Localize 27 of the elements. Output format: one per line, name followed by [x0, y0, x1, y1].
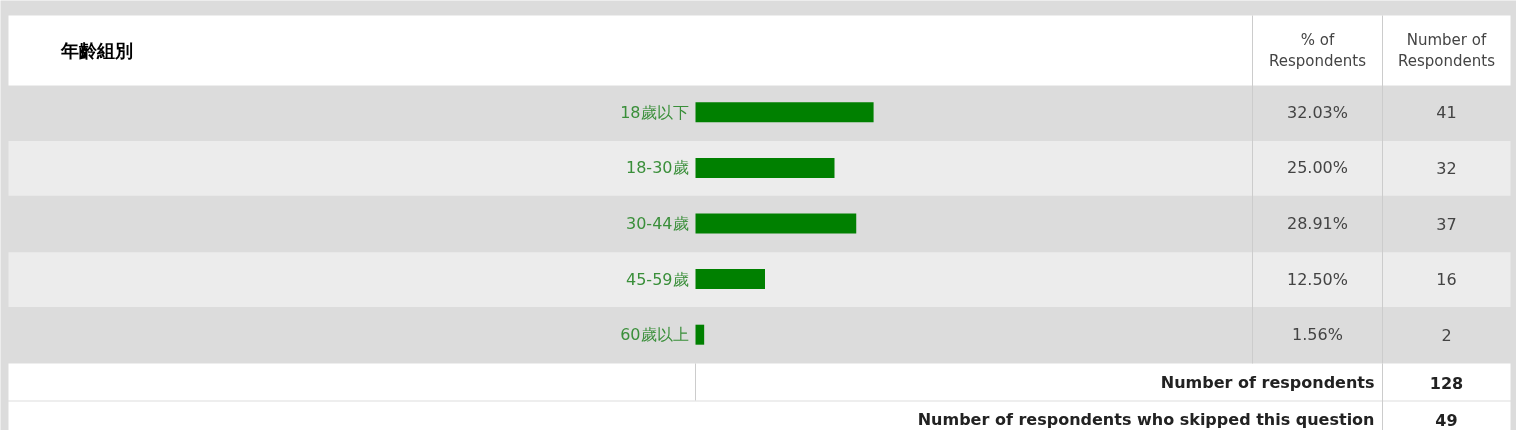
text: Number of Respondents [1398, 31, 1496, 70]
bar [695, 324, 705, 345]
text: 49 [1435, 410, 1458, 430]
y-tick-label: 30-44歲 [626, 214, 689, 233]
data-label: 1.56% [1292, 325, 1343, 345]
text: 2 [1441, 325, 1452, 345]
y-tick-label: 45-59歲 [626, 269, 689, 289]
text: 128 [1429, 373, 1464, 393]
text: % of Respondents [1269, 31, 1367, 70]
text: 37 [1436, 214, 1457, 234]
text: Number of respondents who skipped this question [917, 410, 1375, 429]
y-tick-label: 60歲以上 [620, 325, 689, 345]
data-label: 28.91% [1287, 214, 1349, 233]
data-label: 25.00% [1287, 158, 1349, 178]
text: 32 [1436, 158, 1457, 178]
text: 年齡組別 [59, 40, 133, 61]
y-tick-label: 18-30歲 [626, 158, 689, 178]
bar [695, 213, 857, 234]
bar [695, 102, 874, 123]
bar [695, 157, 835, 178]
text: 41 [1436, 103, 1457, 123]
y-tick-label: 18歲以下 [620, 102, 689, 122]
bar [695, 269, 765, 290]
data-label: 32.03% [1287, 102, 1349, 122]
text: Number of respondents [1160, 373, 1375, 392]
text: 16 [1436, 270, 1457, 290]
data-label: 12.50% [1287, 269, 1349, 289]
